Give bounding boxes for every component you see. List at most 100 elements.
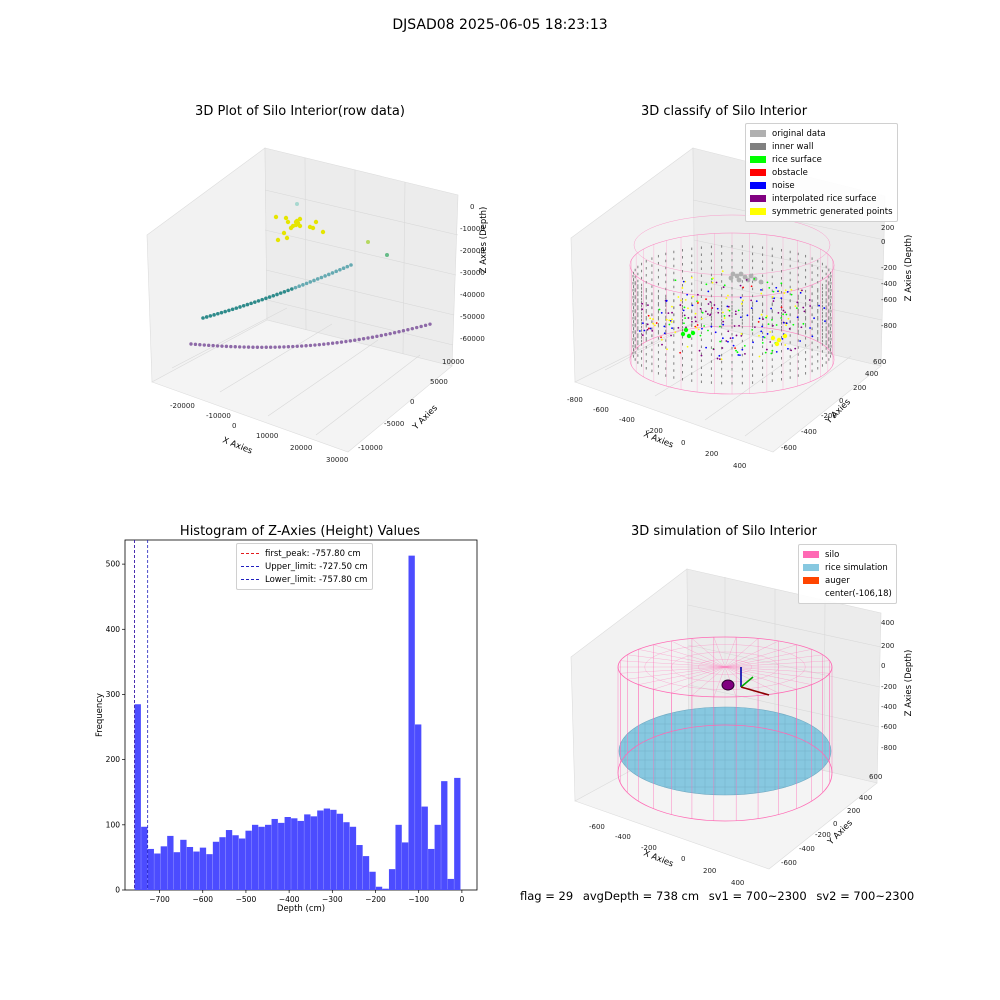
histogram-bars	[134, 555, 461, 890]
wall-point	[731, 294, 733, 297]
wall-point	[710, 311, 712, 314]
wall-point	[634, 351, 636, 354]
wall-point	[634, 296, 636, 300]
wall-point	[645, 325, 647, 328]
raw-point	[273, 345, 277, 349]
wall-point	[829, 320, 831, 324]
status-footer: flag = 29 avgDepth = 738 cm sv1 = 700~23…	[520, 889, 920, 903]
wall-point	[828, 303, 830, 307]
wall-point	[665, 329, 667, 333]
wall-point	[817, 316, 819, 319]
histogram-bar	[382, 888, 389, 890]
wall-point	[771, 344, 773, 347]
wall-point	[731, 280, 733, 283]
class-point	[757, 320, 760, 323]
class-point	[739, 296, 742, 299]
wall-point	[797, 346, 799, 349]
histogram-bar	[284, 817, 291, 890]
class-point	[758, 334, 760, 337]
raw-point	[397, 330, 401, 334]
wall-point	[710, 360, 712, 363]
class-point	[694, 316, 697, 319]
wall-point	[771, 289, 773, 293]
wall-point	[817, 325, 819, 328]
wall-point	[633, 285, 635, 289]
raw-point	[241, 303, 246, 308]
wall-point	[825, 272, 827, 276]
wall-point	[673, 285, 675, 289]
raw-point	[323, 274, 327, 278]
wall-point	[817, 304, 819, 307]
histogram-bar	[336, 813, 344, 890]
wall-point	[645, 332, 647, 335]
wall-point	[817, 302, 819, 305]
wall-point	[797, 304, 799, 307]
wall-point	[797, 353, 799, 356]
wall-point	[673, 264, 675, 268]
raw-point	[219, 310, 224, 315]
wall-point	[811, 355, 813, 359]
wall-point	[805, 309, 807, 312]
class-point	[803, 310, 806, 313]
wall-point	[641, 339, 643, 343]
class-point	[760, 330, 763, 333]
histogram-bar	[434, 824, 441, 890]
wall-point	[789, 285, 791, 289]
wall-point	[821, 350, 823, 353]
wall-point	[710, 273, 712, 277]
wall-point	[691, 344, 693, 347]
sim-z-tick: -600	[881, 723, 897, 731]
wall-point	[752, 294, 754, 298]
wall-point	[829, 271, 831, 275]
raw-point	[264, 296, 268, 301]
plot2-title: 3D classify of Silo Interior	[640, 104, 808, 119]
wall-point	[805, 330, 807, 333]
wall-point	[637, 272, 639, 276]
class-point	[671, 305, 673, 308]
class-point	[651, 318, 654, 321]
wall-point	[721, 259, 723, 262]
class-point	[734, 313, 737, 316]
wall-point	[762, 274, 764, 277]
wall-point	[682, 312, 683, 315]
class-point	[771, 295, 774, 298]
wall-point	[645, 288, 647, 291]
plot1-title: 3D Plot of Silo Interior(row data)	[195, 104, 405, 119]
wall-point	[771, 268, 773, 272]
legend-entry-original: original data	[750, 127, 893, 140]
cls-z-tick: -800	[881, 322, 897, 330]
wall-point	[641, 332, 643, 336]
wall-point	[682, 377, 683, 381]
legend-label: obstacle	[772, 167, 808, 178]
wall-point	[634, 323, 636, 326]
wall-point	[752, 311, 754, 314]
wall-point	[762, 338, 764, 342]
raw-point	[304, 344, 308, 348]
raw-point	[211, 343, 215, 348]
raw-point	[193, 342, 198, 347]
wall-point	[682, 270, 683, 273]
histogram-x-tick: −500	[236, 895, 257, 904]
histogram-x-tick: −200	[365, 895, 386, 904]
wall-point	[665, 280, 667, 284]
class-point	[700, 354, 703, 357]
histogram-bar	[186, 846, 194, 890]
raw-point	[315, 277, 320, 281]
wall-point	[781, 277, 782, 280]
histogram-bar	[199, 847, 207, 890]
raw-point	[344, 339, 348, 344]
sim-y-tick: 400	[859, 794, 872, 802]
raw-point	[385, 253, 389, 257]
wall-point	[741, 259, 743, 262]
wall-point	[821, 336, 823, 339]
wall-point	[665, 339, 667, 342]
wall-point	[657, 289, 659, 293]
raw-point	[317, 342, 322, 347]
wall-point	[789, 306, 791, 310]
raw-point	[330, 341, 335, 345]
wall-point	[665, 259, 667, 263]
class-point	[677, 296, 680, 298]
legend-swatch	[750, 195, 766, 202]
wall-point	[641, 364, 643, 367]
wall-point	[700, 323, 702, 326]
